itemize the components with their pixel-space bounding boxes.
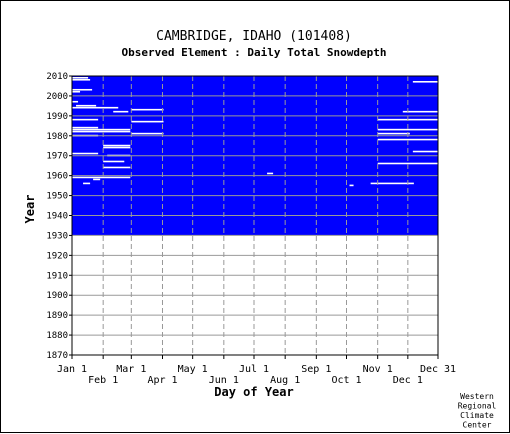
x-tick-label: Dec 31	[420, 364, 456, 375]
grid-layer	[72, 76, 438, 355]
x-tick-label: Dec 1	[393, 375, 423, 386]
y-axis-ticks: 2010 2000 1990 1980 1970 1960 1950 1940 1930 1920…	[46, 72, 72, 361]
chart-title: CAMBRIDGE, IDAHO (101408)	[156, 29, 352, 44]
missing-segment	[131, 132, 164, 135]
y-axis-label: Year	[23, 195, 37, 224]
missing-segment	[402, 110, 440, 113]
y-tick-label: 1980	[46, 132, 68, 142]
missing-segment	[103, 144, 131, 147]
x-tick-label: Apr 1	[147, 375, 177, 386]
x-tick-label: Jun 1	[209, 375, 239, 386]
missing-segment	[103, 166, 131, 169]
missing-segment	[377, 132, 410, 135]
missing-segment	[72, 100, 79, 103]
missing-segment	[131, 120, 164, 123]
credit-line: Western	[460, 392, 494, 401]
missing-segment	[72, 78, 91, 81]
missing-segment	[103, 146, 131, 149]
missing-segment	[72, 130, 131, 133]
missing-segment	[412, 150, 440, 153]
missing-segment	[377, 138, 440, 141]
missing-segment	[131, 108, 164, 111]
missing-segment	[377, 162, 440, 165]
y-tick-label: 1890	[46, 311, 68, 321]
credit-line: Regional	[458, 402, 497, 411]
x-tick-label: Jan 1	[57, 364, 87, 375]
x-tick-label: May 1	[178, 364, 208, 375]
y-tick-label: 1920	[46, 251, 68, 261]
x-tick-label: Oct 1	[331, 375, 361, 386]
y-tick-label: 1940	[46, 212, 68, 222]
y-tick-label: 2010	[46, 72, 68, 82]
y-tick-label: 1870	[46, 351, 68, 361]
credit-line: Center	[463, 421, 492, 430]
missing-segment	[72, 118, 99, 121]
y-tick-label: 1880	[46, 331, 68, 341]
missing-segment	[377, 128, 440, 131]
y-tick-label: 1970	[46, 152, 68, 162]
missing-segment	[267, 172, 274, 175]
missing-segment	[72, 176, 131, 179]
missing-segment	[72, 90, 81, 93]
y-tick-label: 2000	[46, 92, 68, 102]
y-tick-label: 1960	[46, 172, 68, 182]
missing-segment	[349, 184, 354, 187]
y-tick-label: 1900	[46, 291, 68, 301]
y-tick-label: 1950	[46, 192, 68, 202]
missing-segment	[370, 182, 414, 185]
credit-line: Climate	[460, 411, 494, 420]
y-tick-label: 1910	[46, 271, 68, 281]
x-axis-label: Day of Year	[214, 385, 293, 399]
missing-segment	[103, 160, 125, 163]
missing-segment	[76, 104, 97, 107]
missing-segment	[72, 128, 131, 131]
missing-segment	[72, 88, 93, 91]
missing-segment	[72, 76, 89, 79]
x-tick-label: Sep 1	[301, 364, 331, 375]
missing-segment	[72, 106, 119, 109]
missing-segment	[72, 126, 99, 129]
x-tick-label: Nov 1	[363, 364, 393, 375]
missing-segment	[72, 152, 99, 155]
x-tick-label: Feb 1	[88, 375, 118, 386]
missing-segment	[83, 182, 91, 185]
x-tick-label: Aug 1	[270, 375, 300, 386]
missing-segment	[377, 118, 440, 121]
missing-segment	[412, 80, 440, 83]
y-tick-label: 1990	[46, 112, 68, 122]
y-tick-label: 1930	[46, 231, 68, 241]
missing-segment	[113, 110, 129, 113]
x-tick-label: Jul 1	[239, 364, 269, 375]
chart-subtitle: Observed Element : Daily Total Snowdepth	[122, 46, 387, 59]
x-tick-label: Mar 1	[116, 364, 146, 375]
missing-segment	[93, 178, 101, 181]
